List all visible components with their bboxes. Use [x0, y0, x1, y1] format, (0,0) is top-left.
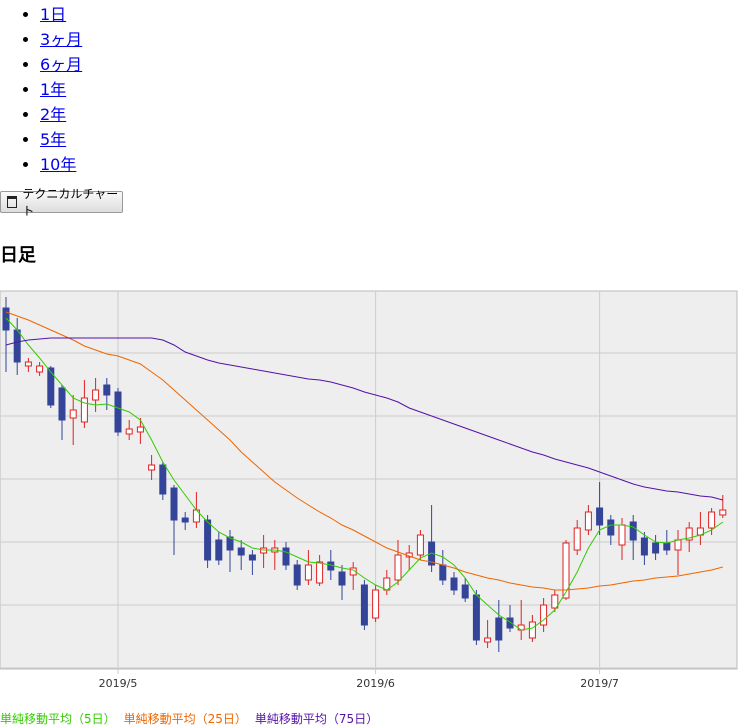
candle-body — [674, 539, 682, 551]
x-tick-label: 2019/6 — [356, 677, 395, 690]
candle-body — [584, 511, 592, 531]
candle-body — [92, 389, 100, 401]
candle-body — [215, 539, 223, 561]
candle-body — [2, 307, 10, 331]
candle-body — [148, 464, 156, 471]
candle-body — [125, 428, 133, 435]
candle-body — [495, 617, 503, 641]
candle-body — [663, 542, 671, 551]
candle-body — [372, 589, 380, 619]
candle-body — [573, 527, 581, 551]
period-item: 6ヶ月 — [40, 52, 82, 77]
x-tick-label: 2019/7 — [580, 677, 619, 690]
candle-body — [528, 621, 536, 639]
candle-body — [685, 527, 693, 541]
x-tick-label: 2019/5 — [99, 677, 138, 690]
candle-body — [159, 464, 167, 495]
candle-body — [13, 329, 21, 363]
period-link[interactable]: 6ヶ月 — [40, 55, 83, 74]
candle-body — [114, 391, 122, 433]
period-item: 10年 — [40, 152, 82, 177]
period-item: 1年 — [40, 77, 82, 102]
candle-body — [640, 537, 648, 556]
candle-body — [708, 511, 716, 529]
candle-body — [349, 567, 357, 576]
candle-body — [69, 409, 77, 419]
candle-body — [607, 519, 615, 536]
candle-body — [484, 637, 492, 643]
chart: 2019/5 2019/6 2019/7 — [0, 290, 738, 690]
candle-body — [540, 604, 548, 626]
period-item: 3ヶ月 — [40, 27, 82, 52]
candle-body — [450, 577, 458, 591]
technical-chart-button[interactable]: テクニカルチャート — [0, 187, 123, 218]
period-list: 1日 3ヶ月 6ヶ月 1年 2年 5年 10年 — [0, 2, 82, 177]
candle-body — [80, 397, 88, 423]
period-link[interactable]: 3ヶ月 — [40, 30, 83, 49]
period-link[interactable]: 1日 — [40, 5, 67, 24]
moving-average-line — [5, 317, 724, 631]
period-link[interactable]: 2年 — [40, 105, 67, 124]
candle-body — [24, 361, 32, 367]
candle-body — [652, 542, 660, 554]
moving-average-line — [5, 337, 723, 501]
candle-body — [304, 564, 312, 581]
candle-body — [394, 554, 402, 581]
legend: 単純移動平均（5日） 単純移動平均（25日） 単純移動平均（75日） — [0, 710, 386, 727]
legend-entry: 単純移動平均（25日） — [123, 712, 247, 726]
candle-body — [282, 547, 290, 566]
candle-body — [416, 534, 424, 556]
button-label: テクニカルチャート — [22, 187, 119, 218]
period-item: 1日 — [40, 2, 82, 27]
candle-body — [472, 594, 480, 641]
period-link[interactable]: 5年 — [40, 130, 67, 149]
period-link[interactable]: 1年 — [40, 80, 67, 99]
candle-body — [338, 571, 346, 586]
candle-body — [237, 547, 245, 556]
candle-body — [562, 542, 570, 599]
candle-body — [506, 617, 514, 629]
candle-body — [618, 524, 626, 546]
candle-body — [439, 564, 447, 581]
candle-body — [181, 517, 189, 523]
candle-body — [226, 536, 234, 551]
candle-body — [719, 509, 727, 516]
period-link[interactable]: 10年 — [40, 155, 77, 174]
period-item: 2年 — [40, 102, 82, 127]
period-item: 5年 — [40, 127, 82, 152]
moving-average-line — [5, 311, 723, 591]
candle-body — [551, 594, 559, 609]
candle-body — [36, 365, 44, 373]
candle-body — [204, 519, 212, 561]
candle-body — [47, 367, 55, 406]
candle-body — [596, 507, 604, 526]
candle-body — [293, 564, 301, 586]
candle-body — [170, 487, 178, 521]
legend-entry: 単純移動平均（75日） — [254, 712, 379, 726]
candle-body — [461, 584, 469, 599]
candle-body — [103, 384, 111, 396]
plot-area — [0, 290, 738, 670]
legend-entry: 単純移動平均（5日） — [0, 712, 116, 726]
chart-heading: 日足 — [0, 245, 36, 266]
candle-body — [629, 521, 637, 541]
candle-body — [316, 561, 324, 584]
candle-body — [136, 426, 144, 433]
candle-body — [58, 387, 66, 421]
candle-body — [360, 584, 368, 626]
candle-body — [248, 554, 256, 561]
